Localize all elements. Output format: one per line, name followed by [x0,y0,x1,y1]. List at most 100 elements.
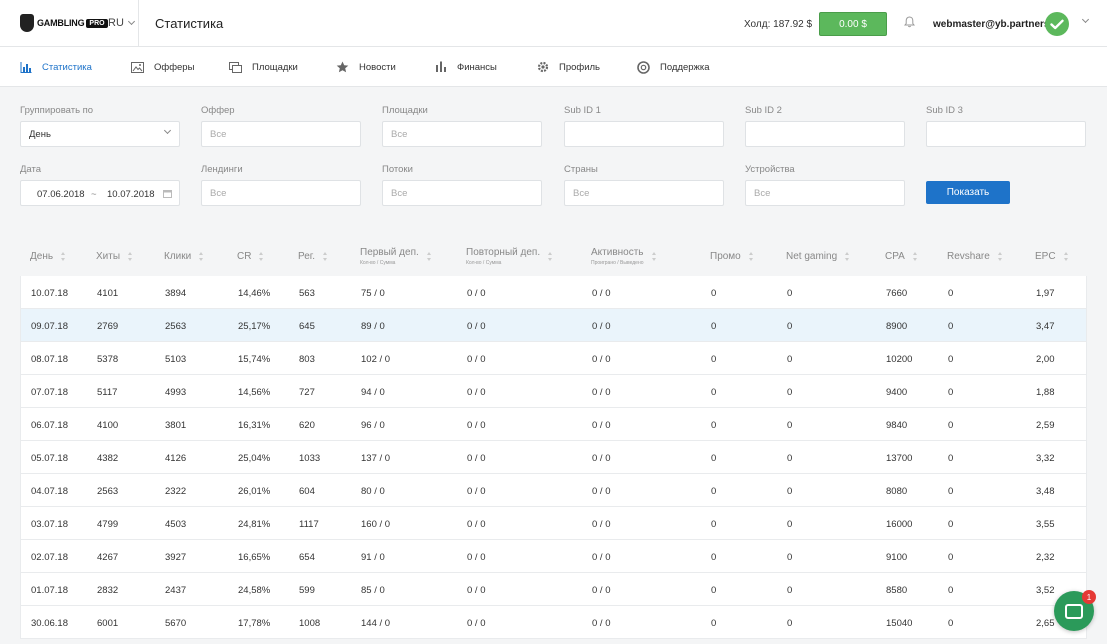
group-by-label: Группировать по [20,105,94,116]
sort-icon[interactable] [548,251,553,261]
cell-activity: 0 / 0 [592,618,611,629]
table-row[interactable]: 08.07.18 5378 5103 15,74% 803 102 / 0 0 / 0 0 /… [20,342,1087,375]
cell-cpa: 9840 [886,420,908,431]
table-row[interactable]: 30.06.18 6001 5670 17,78% 1008 144 / 0 0 / 0 0 … [20,606,1087,639]
cell-revshare: 0 [948,420,954,431]
sort-icon[interactable] [61,251,66,261]
logo[interactable]: GAMBLING PRO [20,14,108,32]
cell-clicks: 2563 [165,321,187,332]
sub-id-3-input[interactable] [926,121,1086,147]
column-header-first-dep[interactable]: Первый деп. Кол-во / Сумма [360,236,432,276]
countries-label: Страны [564,164,598,175]
table-row[interactable]: 09.07.18 2769 2563 25,17% 645 89 / 0 0 / 0 0 / … [20,309,1087,342]
nav-item-news[interactable]: Новости [336,47,396,87]
landings-input[interactable]: Все [201,180,361,206]
sort-icon[interactable] [651,251,657,261]
cell-reg: 1008 [299,618,321,629]
column-header-cpa[interactable]: CPA [885,236,918,276]
column-header-net-gaming[interactable]: Net gaming [786,236,850,276]
cell-net-gaming: 0 [787,321,793,332]
cell-cr: 24,58% [238,585,271,596]
table-row[interactable]: 05.07.18 4382 4126 25,04% 1033 137 / 0 0 / 0 0 … [20,441,1087,474]
column-header-revshare[interactable]: Revshare [947,236,1003,276]
table-row[interactable]: 01.07.18 2832 2437 24,58% 599 85 / 0 0 / 0 0 / … [20,573,1087,606]
table-row[interactable]: 04.07.18 2563 2322 26,01% 604 80 / 0 0 / 0 0 / … [20,474,1087,507]
column-header-repeat-dep[interactable]: Повторный деп. Кол-во / Сумма [466,236,553,276]
sub-id-1-input[interactable] [564,121,724,147]
sort-icon[interactable] [997,251,1003,261]
cell-cr: 25,04% [238,453,271,464]
show-button[interactable]: Показать [926,181,1010,204]
group-by-select[interactable]: День [20,121,180,147]
column-header-cr[interactable]: CR [237,236,264,276]
nav-item-sites[interactable]: Площадки [229,47,298,87]
offer-input[interactable]: Все [201,121,361,147]
column-header-label: EPC [1035,250,1056,262]
countries-input[interactable]: Все [564,180,724,206]
user-email[interactable]: webmaster@yb.partners [933,19,1050,30]
sort-icon[interactable] [912,251,918,261]
sort-icon[interactable] [199,251,204,261]
table-row[interactable]: 03.07.18 4799 4503 24,81% 1117 160 / 0 0 / 0 0 … [20,507,1087,540]
cell-repeat-dep: 0 / 0 [467,552,486,563]
cell-promo: 0 [711,321,717,332]
column-header-label: CPA [885,250,905,262]
cell-net-gaming: 0 [787,618,793,629]
cell-promo: 0 [711,552,717,563]
cell-activity: 0 / 0 [592,420,611,431]
sort-icon[interactable] [323,251,328,261]
cell-hits: 4267 [97,552,119,563]
cell-promo: 0 [711,519,717,530]
sub-id-2-input[interactable] [745,121,905,147]
cell-day: 09.07.18 [31,321,68,332]
cell-revshare: 0 [948,288,954,299]
cell-day: 03.07.18 [31,519,68,530]
devices-label: Устройства [745,164,795,175]
sort-icon[interactable] [259,251,264,261]
sites-input[interactable]: Все [382,121,542,147]
column-header-reg[interactable]: Рег. [298,236,328,276]
nav-item-finance[interactable]: Финансы [435,47,497,87]
cell-repeat-dep: 0 / 0 [467,288,486,299]
balance-button[interactable]: 0.00 $ [819,12,887,36]
cell-day: 08.07.18 [31,354,68,365]
nav-label: Статистика [42,61,92,73]
bell-icon[interactable] [904,16,915,28]
sort-icon[interactable] [128,251,133,261]
column-header-day[interactable]: День [30,236,66,276]
column-header-clicks[interactable]: Клики [164,236,204,276]
avatar[interactable] [1045,12,1069,36]
column-header-epc[interactable]: EPC [1035,236,1069,276]
devices-input[interactable]: Все [745,180,905,206]
cell-clicks: 2437 [165,585,187,596]
support-icon [637,60,650,74]
column-header-hits[interactable]: Хиты [96,236,133,276]
language-selector[interactable]: RU [108,17,135,29]
nav-item-offers[interactable]: Офферы [131,47,194,87]
nav-item-profile[interactable]: Профиль [537,47,600,87]
cell-epc: 2,65 [1036,618,1055,629]
cell-reg: 1117 [299,519,319,530]
sort-icon[interactable] [845,251,850,261]
cell-hits: 2563 [97,486,119,497]
table-row[interactable]: 10.07.18 4101 3894 14,46% 563 75 / 0 0 / 0 0 / … [20,276,1087,309]
streams-input[interactable]: Все [382,180,542,206]
sort-icon[interactable] [1063,251,1069,261]
cell-hits: 4382 [97,453,119,464]
table-row[interactable]: 07.07.18 5117 4993 14,56% 727 94 / 0 0 / 0 0 / … [20,375,1087,408]
nav-item-statistics[interactable]: Статистика [20,47,92,87]
table-row[interactable]: 06.07.18 4100 3801 16,31% 620 96 / 0 0 / 0 0 / … [20,408,1087,441]
stats-table: День Хиты Клики CR Рег. Первый деп. Кол-во / С… [20,236,1087,639]
date-range-picker[interactable]: 07.06.2018 ~ 10.07.2018 [20,180,180,206]
column-header-label: Активность [591,246,644,258]
table-row[interactable]: 02.07.18 4267 3927 16,65% 654 91 / 0 0 / 0 0 / … [20,540,1087,573]
user-menu-chevron-icon[interactable] [1081,15,1090,24]
chevron-down-icon [127,17,135,26]
nav-item-support[interactable]: Поддержка [637,47,710,87]
filters-panel: Группировать по День Оффер Все Площадки … [0,87,1107,227]
column-header-promo[interactable]: Промо [710,236,754,276]
column-header-activity[interactable]: Активность Проиграно / Выведено [591,236,657,276]
sort-icon[interactable] [426,251,432,261]
sort-icon[interactable] [748,251,754,261]
cell-day: 30.06.18 [31,618,68,629]
